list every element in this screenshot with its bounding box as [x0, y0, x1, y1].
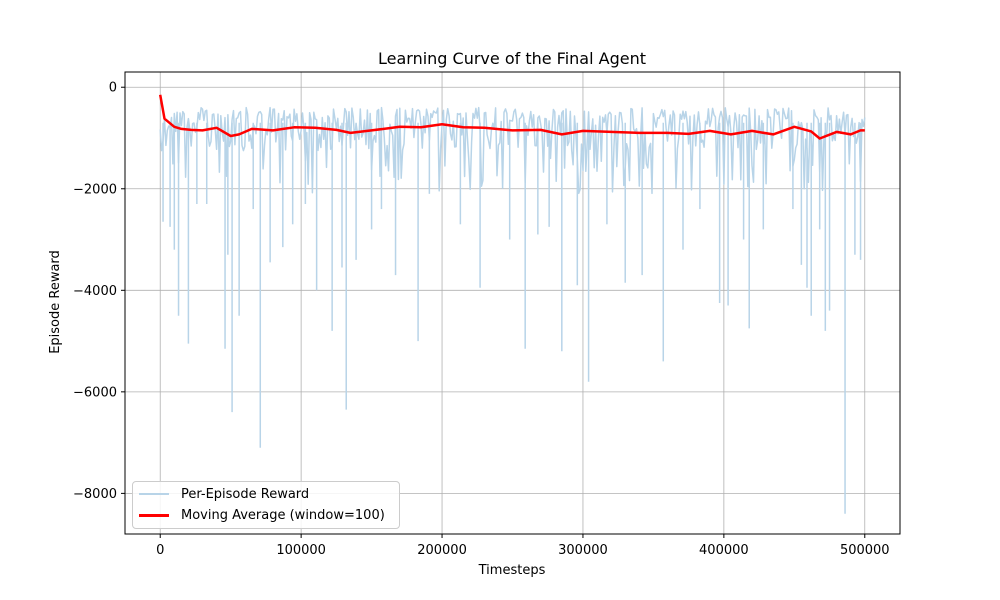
x-tick-label: 300000 [558, 543, 608, 558]
x-tick-label: 0 [156, 543, 164, 558]
x-axis-label: Timesteps [478, 563, 546, 578]
legend-label: Moving Average (window=100) [181, 507, 385, 523]
x-axis-ticks: 0 100000 200000 300000 400000 500000 [156, 534, 890, 558]
y-tick-label: −6000 [73, 385, 117, 400]
legend-swatch-moving-average [139, 513, 169, 517]
y-axis-label: Episode Reward [48, 250, 63, 354]
per-episode-reward-line [159, 106, 866, 195]
y-tick-label: −4000 [73, 284, 117, 299]
y-tick-label: 0 [109, 81, 117, 96]
chart-title: Learning Curve of the Final Agent [378, 49, 646, 68]
per-episode-reward-series [159, 106, 866, 514]
y-tick-label: −8000 [73, 487, 117, 502]
y-tick-label: −2000 [73, 182, 117, 197]
y-axis-ticks: 0 −2000 −4000 −6000 −8000 [73, 81, 125, 502]
x-tick-label: 500000 [840, 543, 890, 558]
x-tick-label: 100000 [276, 543, 326, 558]
moving-average-line [158, 94, 865, 140]
legend-item-moving-average: Moving Average (window=100) [133, 505, 385, 525]
x-tick-label: 400000 [699, 543, 749, 558]
legend-label: Per-Episode Reward [181, 486, 310, 502]
legend: Per-Episode Reward Moving Average (windo… [132, 481, 400, 529]
moving-average-series [158, 94, 865, 140]
plot-frame [124, 71, 901, 535]
x-tick-label: 200000 [417, 543, 467, 558]
legend-swatch-per-episode-reward [139, 493, 169, 495]
legend-item-per-episode-reward: Per-Episode Reward [133, 484, 309, 504]
